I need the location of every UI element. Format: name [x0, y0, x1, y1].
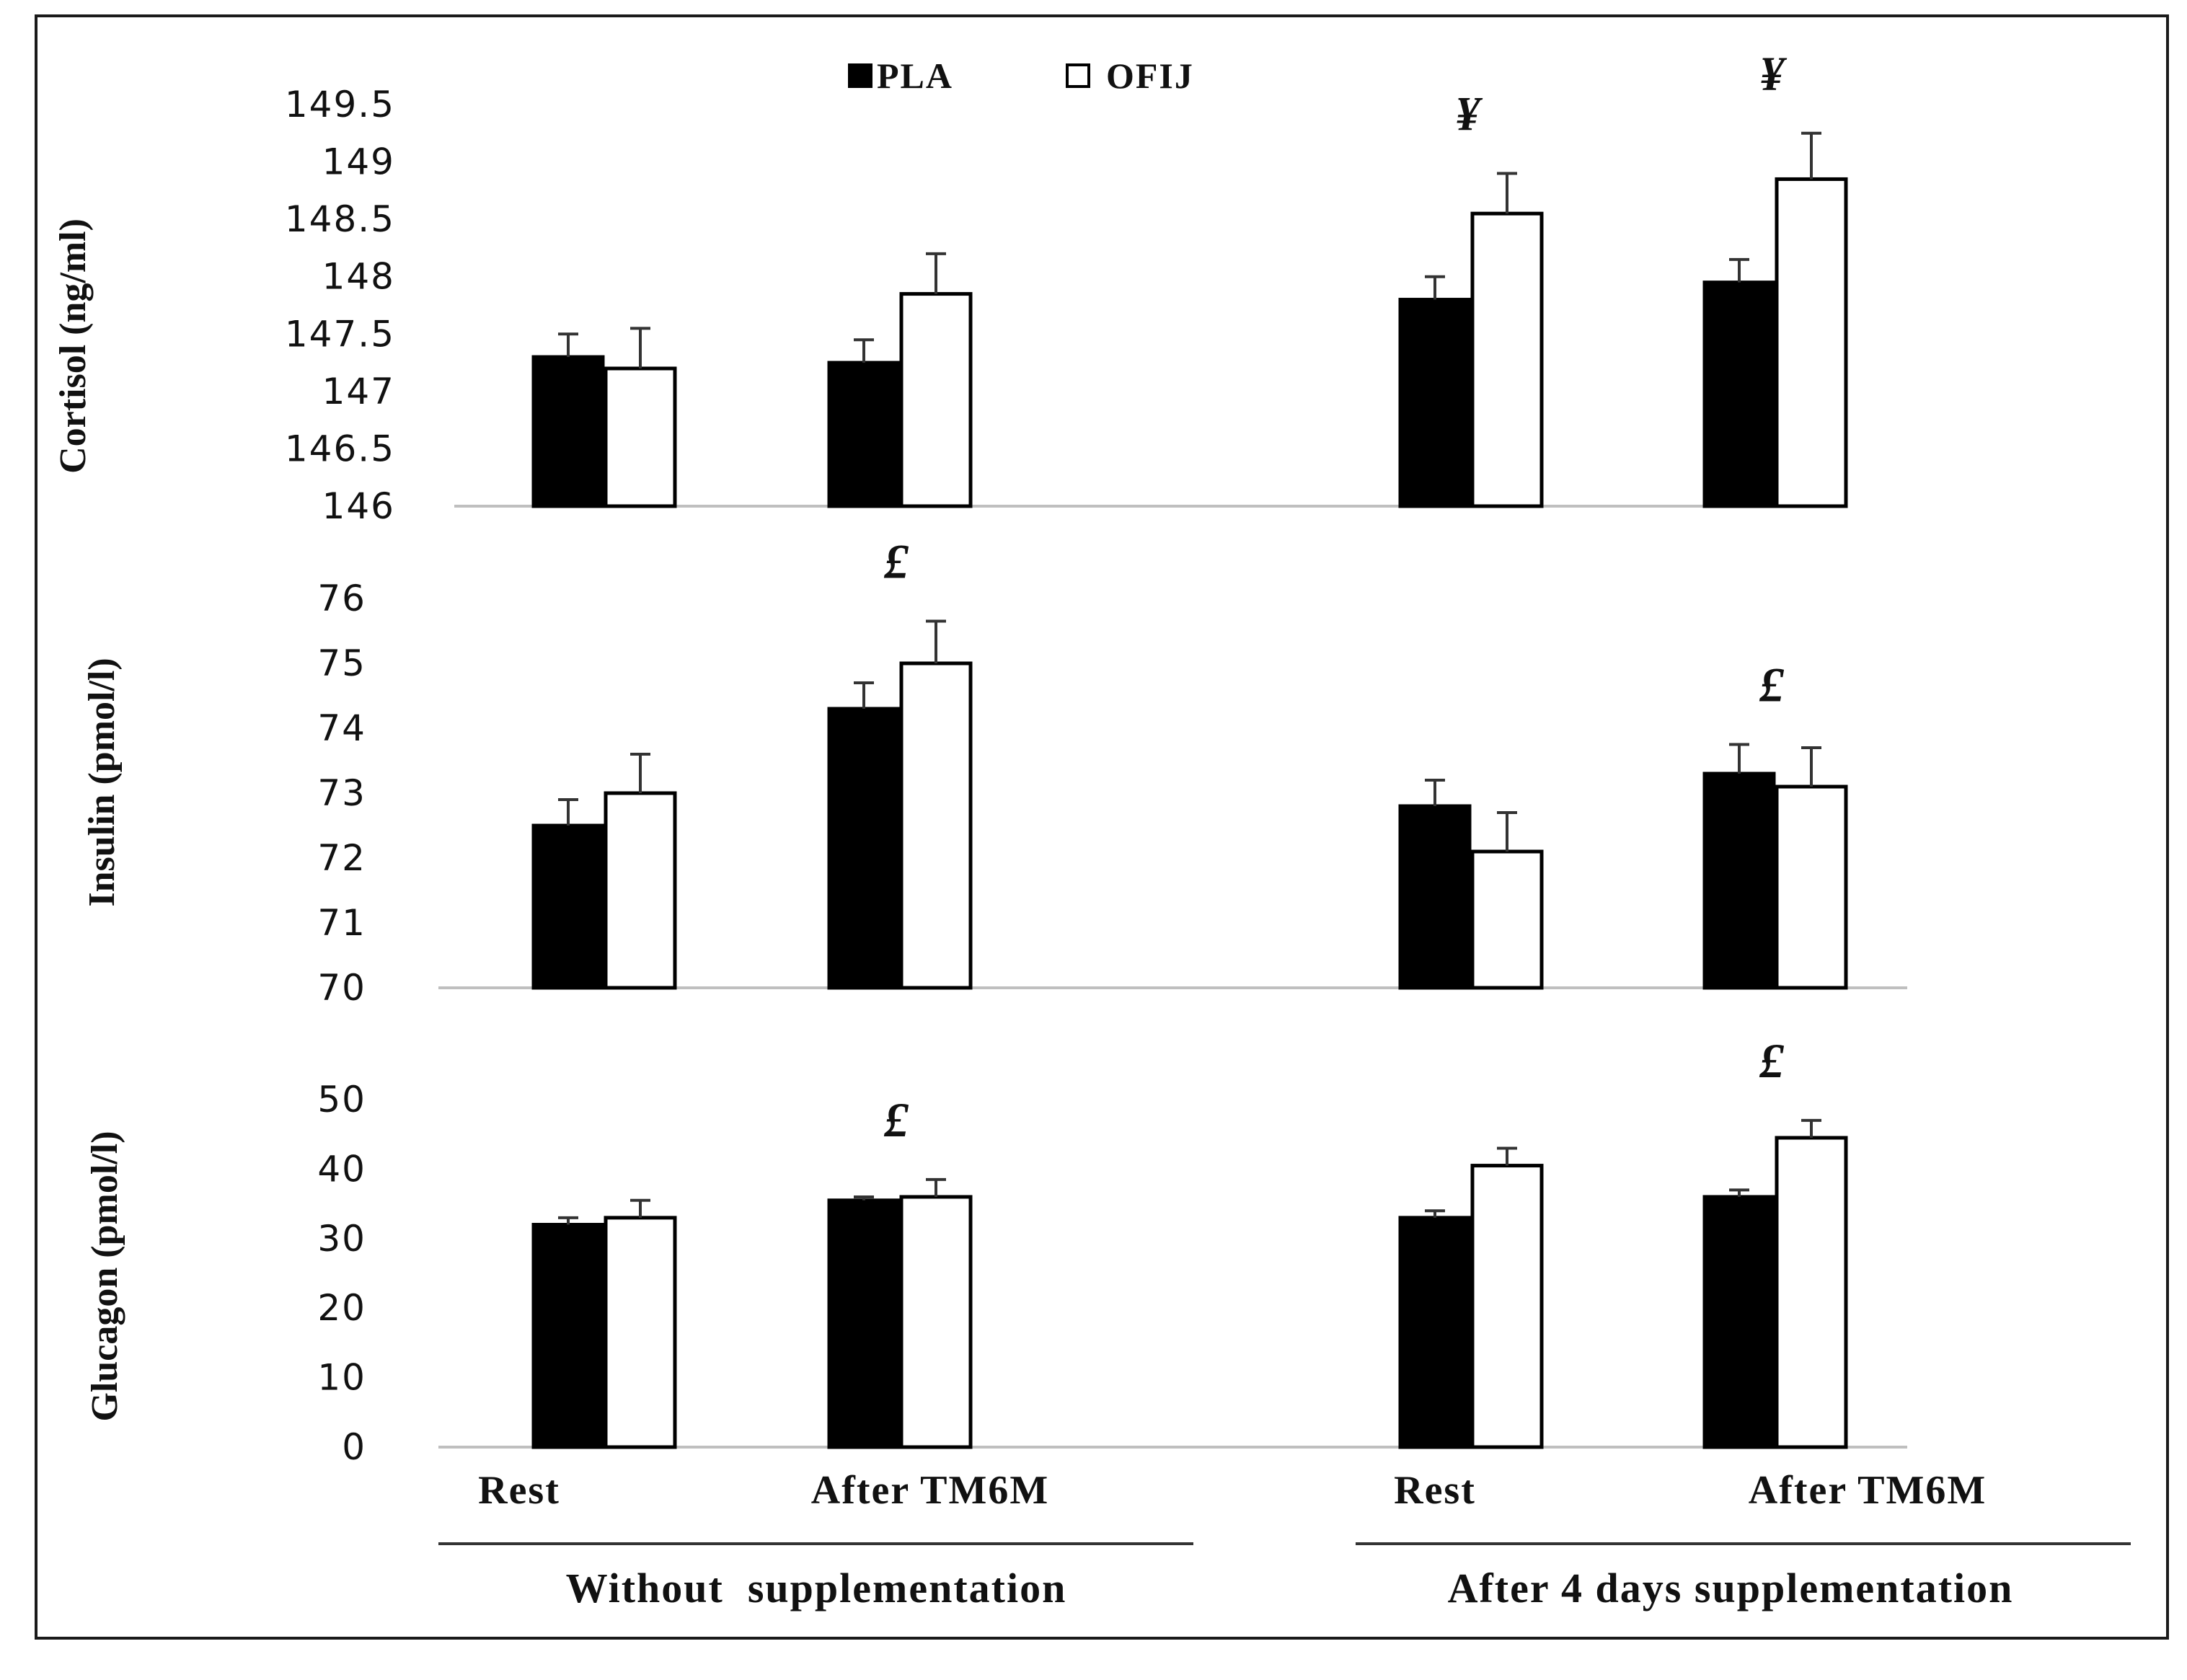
bar-pla — [531, 1223, 605, 1449]
bar-pla — [531, 823, 605, 990]
bar-ofij — [604, 1216, 677, 1449]
bar-pla — [1702, 280, 1776, 508]
y-tick-label: 148.5 — [285, 198, 395, 240]
error-bar — [1497, 811, 1517, 852]
bar-pla — [827, 1198, 901, 1449]
significance-marker: £ — [883, 1092, 909, 1147]
panels: 146 146.5 147 147.5 148 148.5 149 149.5 Cortisol… — [53, 46, 1907, 1468]
bar-pla — [1702, 1195, 1776, 1449]
group-label: Without supplementation — [566, 1565, 1067, 1612]
legend: PLA OFIJ — [848, 56, 1194, 96]
category-label: Rest — [478, 1468, 560, 1513]
y-tick-label: 149.5 — [285, 84, 395, 125]
error-bar — [1497, 1146, 1517, 1166]
bar-ofij — [899, 1195, 973, 1449]
y-tick-label: 146 — [322, 485, 395, 527]
x-axis-labels: Rest After TM6M Rest After TM6M Without supp… — [438, 1468, 2131, 1612]
error-bar — [1729, 257, 1749, 283]
y-tick-label: 71 — [317, 902, 366, 944]
y-tick-label: 76 — [317, 578, 366, 619]
error-bar — [1801, 1118, 1821, 1139]
y-tick-label: 40 — [317, 1148, 366, 1190]
legend-ofij-label: OFIJ — [1106, 56, 1194, 96]
error-bar — [926, 1177, 946, 1197]
bar-ofij — [1470, 211, 1544, 508]
error-bar — [854, 681, 874, 709]
significance-marker: £ — [883, 534, 909, 589]
y-tick-label: 73 — [317, 772, 366, 814]
legend-ofij-swatch — [1066, 63, 1090, 88]
panel-3: 0 10 20 30 40 50 Glucagon (pmol/l) £ £ — [84, 1033, 1907, 1468]
significance-marker: £ — [1759, 1033, 1785, 1088]
legend-pla-label: PLA — [877, 56, 953, 96]
bar-ofij — [604, 791, 677, 990]
error-bar — [854, 338, 874, 363]
y-tick-label: 20 — [317, 1287, 366, 1329]
bar-ofij — [1470, 849, 1544, 990]
bar-pla — [827, 707, 901, 990]
category-label: After TM6M — [811, 1468, 1050, 1513]
error-bar — [1801, 746, 1821, 787]
legend-pla-swatch — [848, 63, 872, 88]
significance-marker: £ — [1759, 658, 1785, 712]
error-bar — [854, 1195, 874, 1201]
significance-marker: ¥ — [1759, 46, 1788, 101]
bar-ofij — [1775, 784, 1848, 990]
bar-pla — [531, 355, 605, 508]
panel-1: 146 146.5 147 147.5 148 148.5 149 149.5 Cortisol… — [53, 46, 1848, 527]
y-tick-label: 147 — [322, 371, 395, 412]
error-bar — [558, 1216, 578, 1225]
y-tick-label: 149 — [322, 141, 395, 183]
error-bar — [558, 798, 578, 826]
bar-pla — [1398, 804, 1472, 990]
category-label: After TM6M — [1749, 1468, 1987, 1513]
y-tick-label: 148 — [322, 256, 395, 298]
error-bar — [1497, 172, 1517, 214]
panel-2: 70 71 72 73 74 75 76 Insulin (pmol/l) £ £ — [81, 534, 1907, 1009]
bar-ofij — [604, 366, 677, 508]
group-label: After 4 days supplementation — [1448, 1565, 2014, 1612]
y-axis-label: Cortisol (ng/ml) — [53, 218, 94, 474]
error-bar — [1425, 1209, 1445, 1218]
y-axis-label: Insulin (pmol/l) — [81, 658, 123, 906]
error-bar — [1729, 743, 1749, 774]
error-bar — [630, 1198, 650, 1218]
y-axis-label: Glucagon (pmol/l) — [84, 1131, 125, 1421]
y-tick-label: 0 — [342, 1426, 366, 1468]
bar-ofij — [1470, 1164, 1544, 1449]
y-tick-label: 72 — [317, 837, 366, 879]
error-bar — [630, 327, 650, 369]
figure-frame — [35, 14, 2169, 1640]
error-bar — [1425, 779, 1445, 806]
bar-ofij — [1775, 177, 1848, 508]
error-bar — [926, 619, 946, 663]
category-label: Rest — [1394, 1468, 1476, 1513]
y-tick-label: 146.5 — [285, 428, 395, 469]
significance-marker: ¥ — [1455, 86, 1483, 141]
error-bar — [630, 753, 650, 793]
error-bar — [1801, 131, 1821, 180]
y-tick-label: 70 — [317, 967, 366, 1009]
error-bar — [558, 332, 578, 358]
y-tick-label: 50 — [317, 1079, 366, 1120]
y-tick-label: 147.5 — [285, 313, 395, 355]
bar-pla — [1398, 1216, 1472, 1449]
y-tick-label: 74 — [317, 707, 366, 749]
y-tick-label: 10 — [317, 1357, 366, 1399]
error-bar — [926, 252, 946, 294]
bar-ofij — [899, 292, 973, 508]
bar-pla — [1702, 772, 1776, 990]
error-bar — [1425, 275, 1445, 300]
y-tick-label: 75 — [317, 642, 366, 684]
bar-ofij — [1775, 1136, 1848, 1449]
y-tick-label: 30 — [317, 1218, 366, 1260]
error-bar — [1729, 1188, 1749, 1197]
bar-pla — [827, 361, 901, 508]
bar-pla — [1398, 298, 1472, 508]
bar-ofij — [899, 661, 973, 990]
